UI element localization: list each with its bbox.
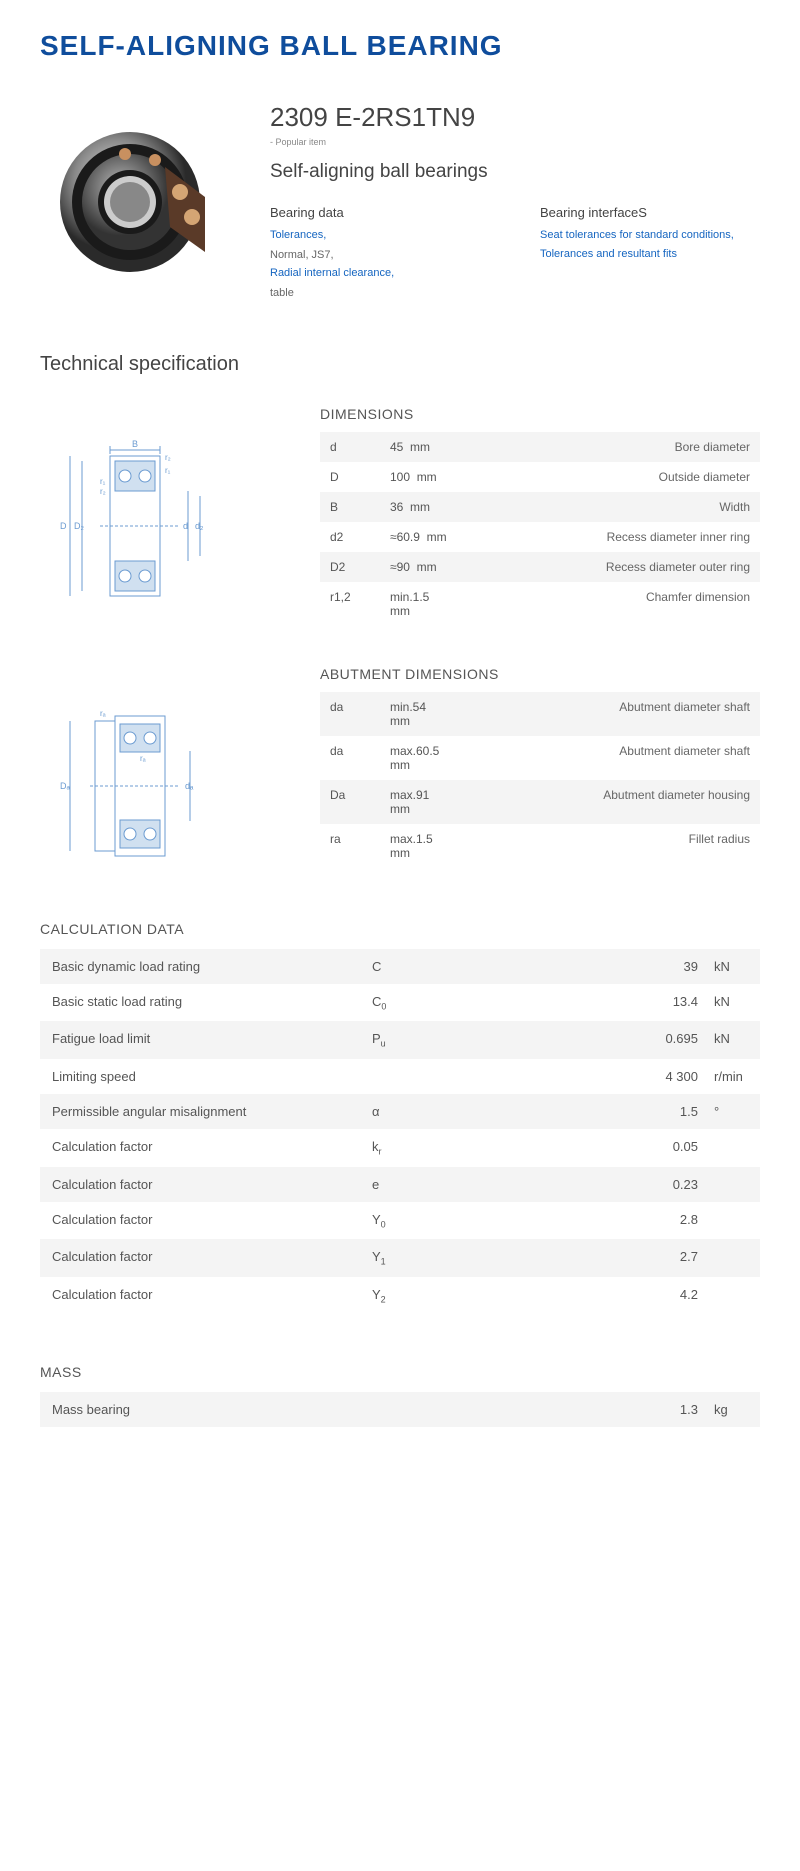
page-title: SELF-ALIGNING BALL BEARING <box>40 30 760 62</box>
table-row: Basic static load ratingC013.4kN <box>40 984 760 1022</box>
table-row: ramax.1.5mmFillet radius <box>320 824 760 868</box>
hero-section: 2309 E-2RS1TN9 - Popular item Self-align… <box>40 102 760 303</box>
table-row: Permissible angular misalignmentα1.5° <box>40 1094 760 1129</box>
popular-tag: - Popular item <box>270 137 760 147</box>
table-row: damin.54mmAbutment diameter shaft <box>320 692 760 736</box>
table-row: Damax.91mmAbutment diameter housing <box>320 780 760 824</box>
table-text: table <box>270 287 294 299</box>
product-image <box>40 102 240 302</box>
table-row: d2≈60.9 mmRecess diameter inner ring <box>320 522 760 552</box>
table-row: Calculation factore0.23 <box>40 1167 760 1202</box>
normal-text: Normal, JS7, <box>270 249 334 261</box>
tech-spec-heading: Technical specification <box>40 353 760 376</box>
table-row: Mass bearing1.3kg <box>40 1392 760 1427</box>
svg-text:D: D <box>60 521 67 531</box>
dimensions-block: B r₂ r₁ r₁ r₂ D D₂ d d₂ DIMENSIONS d45 m… <box>40 406 760 626</box>
table-row: B36 mmWidth <box>320 492 760 522</box>
svg-text:dₐ: dₐ <box>185 781 194 791</box>
table-row: damax.60.5mmAbutment diameter shaft <box>320 736 760 780</box>
svg-text:r₁: r₁ <box>100 477 106 486</box>
bearing-interface-heading: Bearing interfaceS <box>540 205 760 220</box>
table-row: r1,2min.1.5mmChamfer dimension <box>320 582 760 626</box>
svg-text:D₂: D₂ <box>74 521 84 531</box>
svg-text:rₐ: rₐ <box>140 754 147 763</box>
abutment-table: ABUTMENT DIMENSIONS damin.54mmAbutment d… <box>320 666 760 881</box>
bearing-interface-col: Bearing interfaceS Seat tolerances for s… <box>540 205 760 303</box>
svg-text:r₁: r₁ <box>165 466 171 475</box>
table-row: Basic dynamic load ratingC39kN <box>40 949 760 984</box>
product-code: 2309 E-2RS1TN9 <box>270 102 760 133</box>
table-row: D100 mmOutside diameter <box>320 462 760 492</box>
bearing-data-heading: Bearing data <box>270 205 490 220</box>
svg-text:B: B <box>132 439 138 449</box>
bearing-data-col: Bearing data Tolerances, Normal, JS7, Ra… <box>270 205 490 303</box>
tolerances-link[interactable]: Tolerances, <box>270 226 490 245</box>
abutment-block: rₐ rₐ Dₐ dₐ ABUTMENT DIMENSIONS damin.54… <box>40 666 760 881</box>
table-row: Calculation factorY24.2 <box>40 1277 760 1315</box>
table-row: D2≈90 mmRecess diameter outer ring <box>320 552 760 582</box>
table-row: Fatigue load limitPu0.695kN <box>40 1021 760 1059</box>
svg-text:r₂: r₂ <box>100 487 106 496</box>
table-row: Calculation factorY12.7 <box>40 1239 760 1277</box>
product-info: 2309 E-2RS1TN9 - Popular item Self-align… <box>270 102 760 303</box>
dimensions-heading: DIMENSIONS <box>320 406 760 422</box>
table-row: Limiting speed4 300r/min <box>40 1059 760 1094</box>
abutment-diagram: rₐ rₐ Dₐ dₐ <box>40 666 290 881</box>
abutment-heading: ABUTMENT DIMENSIONS <box>320 666 760 682</box>
seat-tolerances-link[interactable]: Seat tolerances for standard conditions, <box>540 226 760 245</box>
mass-heading: MASS <box>40 1364 760 1380</box>
table-row: d45 mmBore diameter <box>320 432 760 462</box>
calculation-section: CALCULATION DATA Basic dynamic load rati… <box>40 921 760 1315</box>
svg-text:d₂: d₂ <box>195 521 204 531</box>
svg-text:r₂: r₂ <box>165 453 171 462</box>
svg-text:d: d <box>183 521 188 531</box>
calculation-heading: CALCULATION DATA <box>40 921 760 937</box>
svg-text:Dₐ: Dₐ <box>60 781 70 791</box>
tolerances-fits-link[interactable]: Tolerances and resultant fits <box>540 245 760 264</box>
product-name: Self-aligning ball bearings <box>270 161 760 183</box>
dimensions-diagram: B r₂ r₁ r₁ r₂ D D₂ d d₂ <box>40 406 290 626</box>
dimensions-table: DIMENSIONS d45 mmBore diameterD100 mmOut… <box>320 406 760 626</box>
table-row: Calculation factorY02.8 <box>40 1202 760 1240</box>
table-row: Calculation factorkr0.05 <box>40 1129 760 1167</box>
mass-section: MASS Mass bearing1.3kg <box>40 1364 760 1427</box>
radial-link[interactable]: Radial internal clearance, <box>270 264 490 283</box>
svg-text:rₐ: rₐ <box>100 709 107 718</box>
